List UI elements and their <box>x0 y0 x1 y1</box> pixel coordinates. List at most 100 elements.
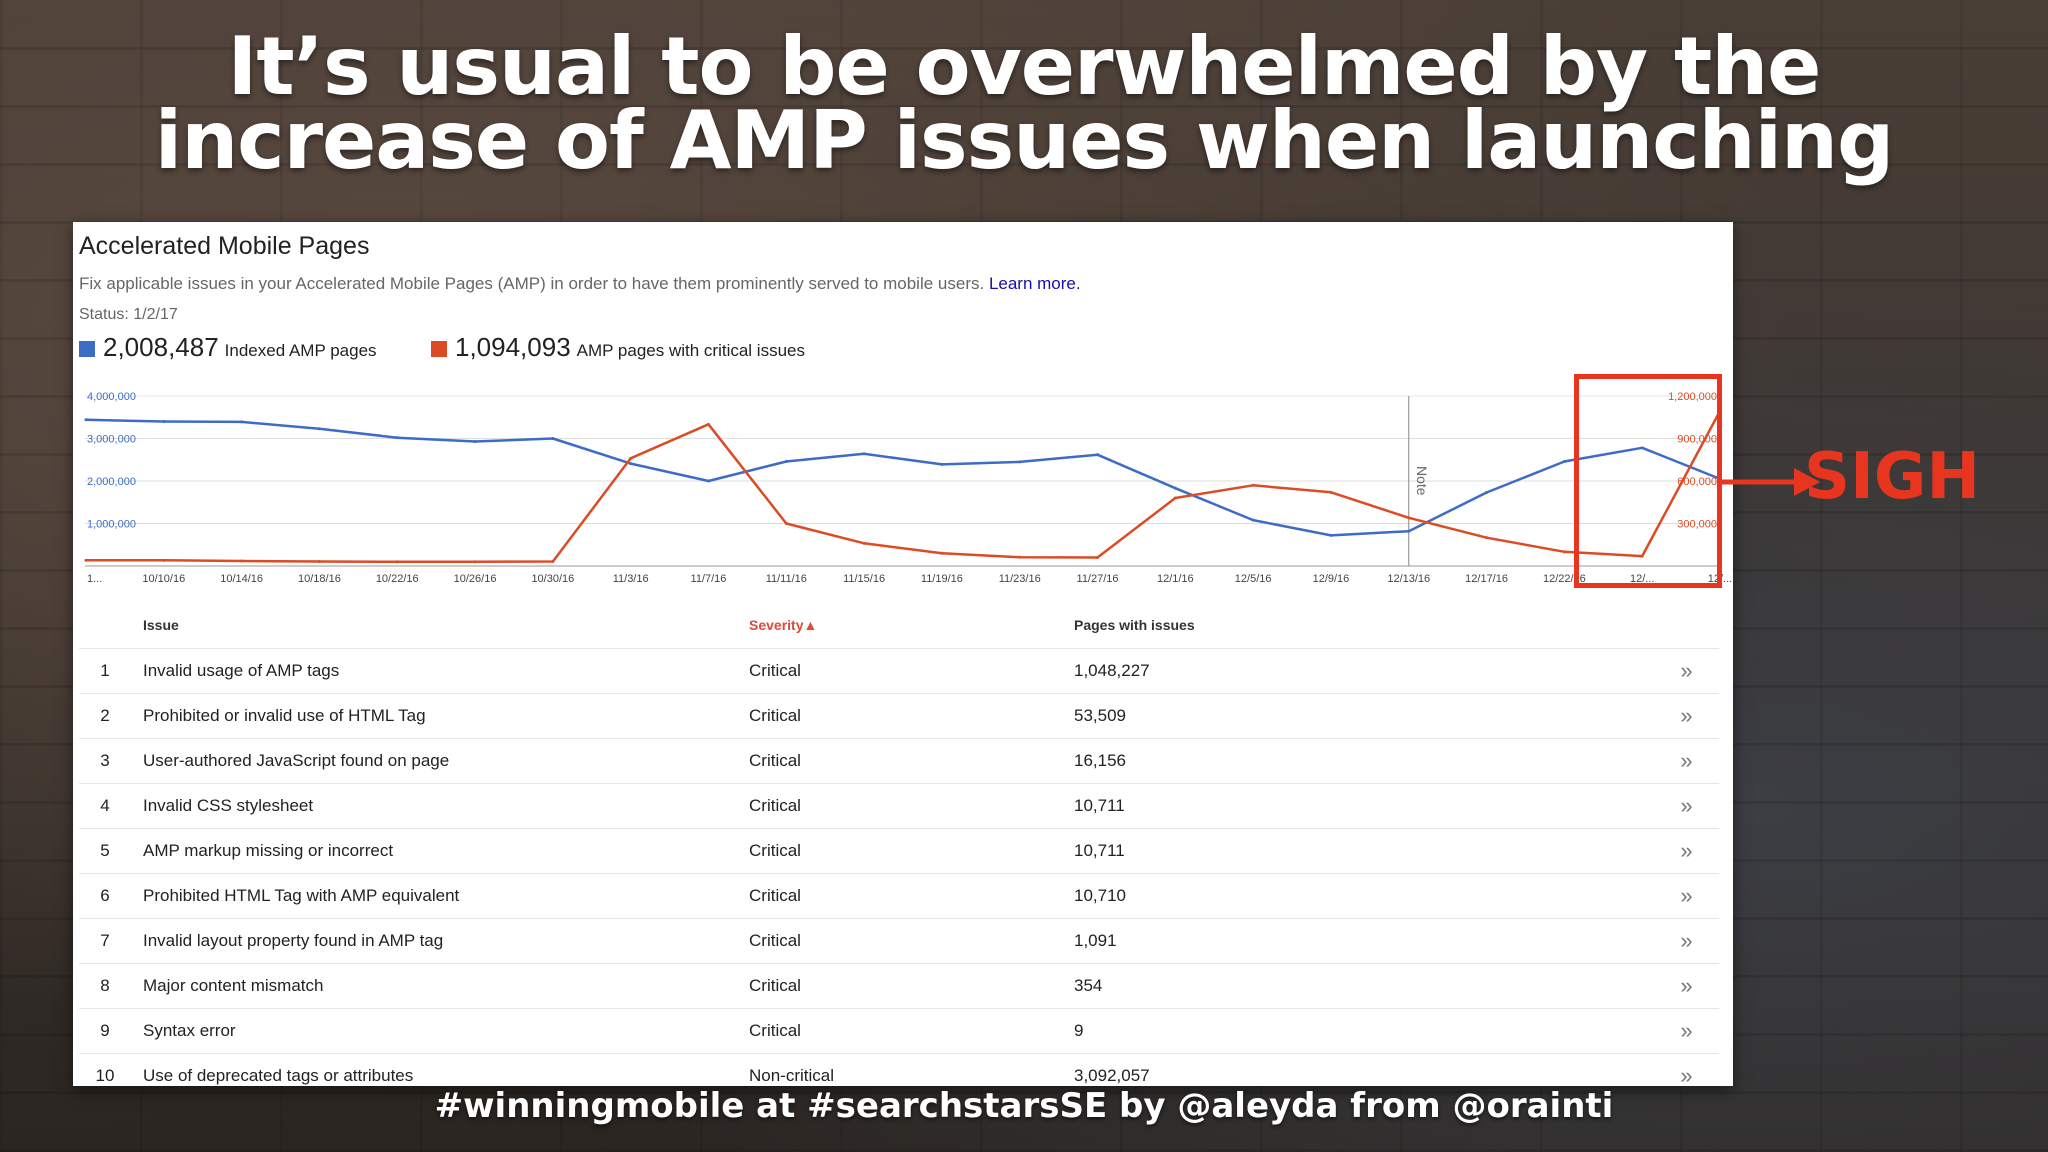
chevron-double-right-icon[interactable]: » <box>1680 793 1693 818</box>
row-issue-name: Invalid layout property found in AMP tag <box>143 931 444 950</box>
header-severity[interactable]: Severity▲ <box>749 617 1074 633</box>
point-indexed-pages <box>473 439 477 443</box>
table-header: Issue Severity▲ Pages with issues <box>79 602 1719 648</box>
x-tick-label: 10/30/16 <box>531 573 574 585</box>
point-critical-issues <box>1485 536 1489 540</box>
row-severity: Critical <box>749 796 801 815</box>
x-tick-label: 11/7/16 <box>691 573 727 585</box>
point-indexed-pages <box>1329 533 1333 537</box>
legend-item-indexed[interactable]: 2,008,487 Indexed AMP pages <box>79 332 377 363</box>
x-tick-label: 12/9/16 <box>1313 573 1350 585</box>
header-pages[interactable]: Pages with issues <box>1074 617 1195 633</box>
point-indexed-pages <box>317 427 321 431</box>
chevron-double-right-icon[interactable]: » <box>1680 703 1693 728</box>
point-critical-issues <box>1096 556 1100 559</box>
point-indexed-pages <box>1096 453 1100 457</box>
table-row[interactable]: 3 User-authored JavaScript found on page C… <box>79 738 1719 783</box>
chevron-double-right-icon[interactable]: » <box>1680 748 1693 773</box>
chevron-double-right-icon[interactable]: » <box>1680 1063 1693 1086</box>
x-tick-label: 12/17/16 <box>1465 573 1508 585</box>
row-issue-name: Invalid usage of AMP tags <box>143 661 340 680</box>
description-text: Fix applicable issues in your Accelerate… <box>79 274 985 293</box>
row-severity: Critical <box>749 1021 801 1040</box>
header-issue[interactable]: Issue <box>143 617 179 633</box>
x-tick-label: 10/22/16 <box>376 573 419 585</box>
highlight-box <box>1574 374 1722 588</box>
legend-swatch-red <box>430 341 447 357</box>
slide-title-line-1: It’s usual to be overwhelmed by the <box>227 20 1822 113</box>
y-right-tick-label: 300,000 <box>1677 519 1717 531</box>
point-indexed-pages <box>395 436 399 440</box>
y-left-tick-label: 2,000,000 <box>87 476 136 488</box>
point-critical-issues <box>473 560 477 564</box>
x-tick-label: 10/14/16 <box>220 573 263 585</box>
table-row[interactable]: 1 Invalid usage of AMP tags Critical 1,048,… <box>79 648 1719 693</box>
table-row[interactable]: 2 Prohibited or invalid use of HTML Tag Cr… <box>79 693 1719 738</box>
y-left-tick-label: 1,000,000 <box>87 519 136 531</box>
row-pages-count: 3,092,057 <box>1074 1066 1150 1085</box>
point-critical-issues <box>1407 516 1411 520</box>
legend-label-indexed: Indexed AMP pages <box>224 341 377 360</box>
point-critical-issues <box>317 559 321 563</box>
amp-report-panel: Accelerated Mobile Pages Fix applicable … <box>73 222 1733 1086</box>
chevron-double-right-icon[interactable]: » <box>1680 928 1693 953</box>
table-row[interactable]: 9 Syntax error Critical 9 » <box>79 1008 1719 1053</box>
row-number: 1 <box>100 661 110 680</box>
row-number: 7 <box>100 931 110 950</box>
legend-value-indexed: 2,008,487 <box>103 332 219 362</box>
point-indexed-pages <box>551 437 555 440</box>
point-critical-issues <box>162 558 166 562</box>
chart-legend: 2,008,487 Indexed AMP pages 1,094,093 AM… <box>79 332 855 366</box>
row-pages-count: 1,091 <box>1074 931 1117 950</box>
header-severity-label: Severity <box>749 617 804 633</box>
table-row[interactable]: 4 Invalid CSS stylesheet Critical 10,711 » <box>79 783 1719 828</box>
row-number: 4 <box>100 796 110 815</box>
point-critical-issues <box>940 551 944 555</box>
table-row[interactable]: 10 Use of deprecated tags or attributes No… <box>79 1053 1719 1086</box>
point-critical-issues <box>1562 550 1566 554</box>
point-critical-issues <box>706 422 710 426</box>
chevron-double-right-icon[interactable]: » <box>1680 883 1693 908</box>
slide-footer: #winningmobile at #searchstarsSE by @ale… <box>434 1086 1614 1126</box>
row-pages-count: 10,710 <box>1074 886 1126 905</box>
point-critical-issues <box>240 559 244 563</box>
chevron-double-right-icon[interactable]: » <box>1680 838 1693 863</box>
x-tick-label: 10/10/16 <box>142 573 185 585</box>
row-pages-count: 10,711 <box>1074 841 1125 860</box>
point-indexed-pages <box>1173 486 1177 490</box>
x-tick-label: 12/1/16 <box>1157 573 1194 585</box>
table-row[interactable]: 8 Major content mismatch Critical 354 » <box>79 963 1719 1008</box>
table-row[interactable]: 5 AMP markup missing or incorrect Critical… <box>79 828 1719 873</box>
row-severity: Critical <box>749 841 801 860</box>
row-issue-name: Prohibited HTML Tag with AMP equivalent <box>143 886 460 905</box>
x-tick-label: 11/23/16 <box>999 573 1041 585</box>
x-tick-label: 12/5/16 <box>1235 573 1272 585</box>
status-date: Status: 1/2/17 <box>79 306 178 323</box>
slide-title-line-2: increase of AMP issues when launching <box>154 94 1894 187</box>
table-body: 1 Invalid usage of AMP tags Critical 1,048,… <box>79 648 1719 1086</box>
point-indexed-pages <box>1407 529 1411 533</box>
point-indexed-pages <box>162 420 166 423</box>
row-number: 9 <box>100 1021 110 1040</box>
learn-more-link[interactable]: Learn more. <box>988 274 1081 293</box>
row-severity: Non-critical <box>749 1066 835 1085</box>
row-pages-count: 1,048,227 <box>1074 661 1150 680</box>
chevron-double-right-icon[interactable]: » <box>1680 658 1693 683</box>
point-critical-issues <box>1018 555 1022 559</box>
legend-item-critical[interactable]: 1,094,093 AMP pages with critical issues <box>430 332 805 363</box>
point-indexed-pages <box>84 418 88 422</box>
point-critical-issues <box>84 558 88 562</box>
arrow-right-icon <box>1722 468 1820 496</box>
row-issue-name: Syntax error <box>143 1021 236 1040</box>
chevron-double-right-icon[interactable]: » <box>1680 1018 1693 1043</box>
row-number: 3 <box>100 751 110 770</box>
table-row[interactable]: 7 Invalid layout property found in AMP ta… <box>79 918 1719 963</box>
x-tick-label: 11/27/16 <box>1077 573 1119 585</box>
table-row[interactable]: 6 Prohibited HTML Tag with AMP equivalent… <box>79 873 1719 918</box>
x-tick-label: 11/3/16 <box>613 573 649 585</box>
point-indexed-pages <box>784 459 788 463</box>
chevron-double-right-icon[interactable]: » <box>1680 973 1693 998</box>
x-tick-label: 10/26/16 <box>454 573 497 585</box>
row-issue-name: AMP markup missing or incorrect <box>143 841 394 860</box>
x-tick-label: 11/11/16 <box>766 573 807 585</box>
